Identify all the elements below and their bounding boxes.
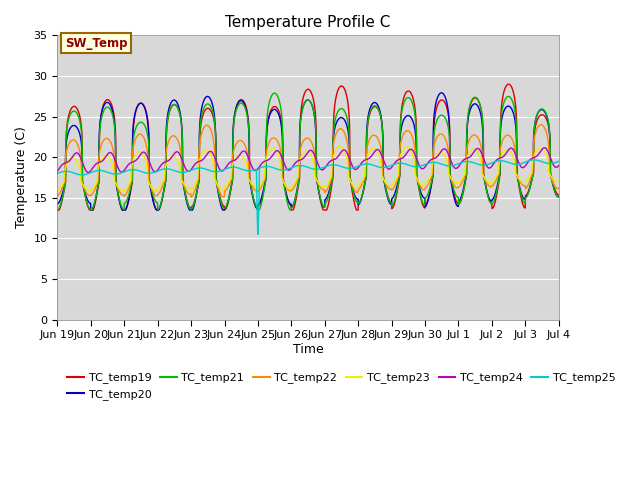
TC_temp24: [323, 163, 330, 169]
TC_temp21: [333, 109, 341, 115]
Line: TC_temp25: TC_temp25: [58, 160, 559, 234]
TC_temp25: [555, 158, 563, 164]
TC_temp21: [54, 207, 61, 213]
TC_temp23: [193, 177, 201, 182]
TC_temp25: [333, 162, 341, 168]
TC_temp20: [511, 117, 518, 122]
TC_temp22: [54, 193, 61, 199]
TC_temp20: [555, 194, 563, 200]
TC_temp24: [555, 163, 563, 168]
TC_temp25: [323, 164, 330, 169]
Line: TC_temp19: TC_temp19: [58, 84, 559, 210]
TC_temp24: [333, 155, 341, 160]
TC_temp23: [454, 180, 461, 186]
TC_temp23: [525, 175, 532, 181]
Y-axis label: Temperature (C): Temperature (C): [15, 127, 28, 228]
TC_temp20: [193, 186, 201, 192]
TC_temp25: [531, 157, 538, 163]
TC_temp21: [323, 199, 330, 204]
Line: TC_temp22: TC_temp22: [58, 125, 559, 197]
TC_temp21: [454, 194, 461, 200]
TC_temp22: [193, 180, 201, 185]
TC_temp20: [454, 204, 461, 209]
TC_temp22: [555, 185, 563, 191]
TC_temp24: [511, 149, 518, 155]
TC_temp19: [453, 200, 461, 205]
TC_temp24: [54, 168, 61, 174]
TC_temp20: [438, 90, 445, 96]
TC_temp25: [525, 158, 532, 164]
TC_temp25: [454, 161, 461, 167]
TC_temp23: [511, 161, 518, 167]
TC_temp23: [333, 145, 341, 151]
TC_temp19: [322, 207, 330, 213]
TC_temp22: [511, 144, 518, 150]
TC_temp20: [54, 201, 61, 207]
TC_temp20: [87, 207, 95, 213]
TC_temp19: [525, 189, 532, 194]
TC_temp24: [454, 165, 461, 170]
TC_temp20: [333, 118, 341, 124]
TC_temp25: [54, 170, 61, 176]
TC_temp25: [511, 161, 518, 167]
TC_temp19: [193, 188, 201, 193]
TC_temp21: [555, 194, 563, 200]
TC_temp19: [511, 95, 518, 101]
TC_temp24: [541, 145, 548, 151]
Text: SW_Temp: SW_Temp: [65, 36, 127, 50]
TC_temp21: [525, 189, 532, 195]
TC_temp21: [271, 90, 278, 96]
TC_temp22: [454, 185, 461, 191]
TC_temp23: [54, 188, 61, 193]
TC_temp24: [193, 159, 201, 165]
TC_temp22: [333, 129, 341, 134]
TC_temp19: [54, 207, 61, 213]
TC_temp20: [525, 189, 532, 194]
TC_temp25: [193, 165, 201, 171]
Title: Temperature Profile C: Temperature Profile C: [225, 15, 391, 30]
TC_temp21: [87, 207, 95, 213]
Line: TC_temp20: TC_temp20: [58, 93, 559, 210]
TC_temp20: [323, 195, 330, 201]
TC_temp22: [188, 194, 195, 200]
TC_temp21: [193, 186, 201, 192]
TC_temp19: [555, 192, 563, 198]
TC_temp24: [525, 158, 532, 164]
Line: TC_temp24: TC_temp24: [58, 148, 559, 172]
TC_temp22: [525, 181, 532, 187]
TC_temp21: [511, 108, 518, 113]
TC_temp22: [323, 188, 330, 194]
TC_temp19: [333, 90, 340, 96]
Legend: TC_temp19, TC_temp20, TC_temp21, TC_temp22, TC_temp23, TC_temp24, TC_temp25: TC_temp19, TC_temp20, TC_temp21, TC_temp…: [63, 368, 620, 404]
X-axis label: Time: Time: [292, 343, 323, 356]
TC_temp23: [336, 144, 344, 149]
TC_temp22: [537, 122, 545, 128]
TC_temp19: [505, 81, 513, 87]
TC_temp23: [120, 188, 128, 194]
TC_temp23: [323, 183, 330, 189]
Line: TC_temp21: TC_temp21: [58, 93, 559, 210]
TC_temp25: [254, 231, 262, 237]
TC_temp23: [555, 178, 563, 184]
Line: TC_temp23: TC_temp23: [58, 146, 559, 191]
TC_temp24: [84, 169, 92, 175]
